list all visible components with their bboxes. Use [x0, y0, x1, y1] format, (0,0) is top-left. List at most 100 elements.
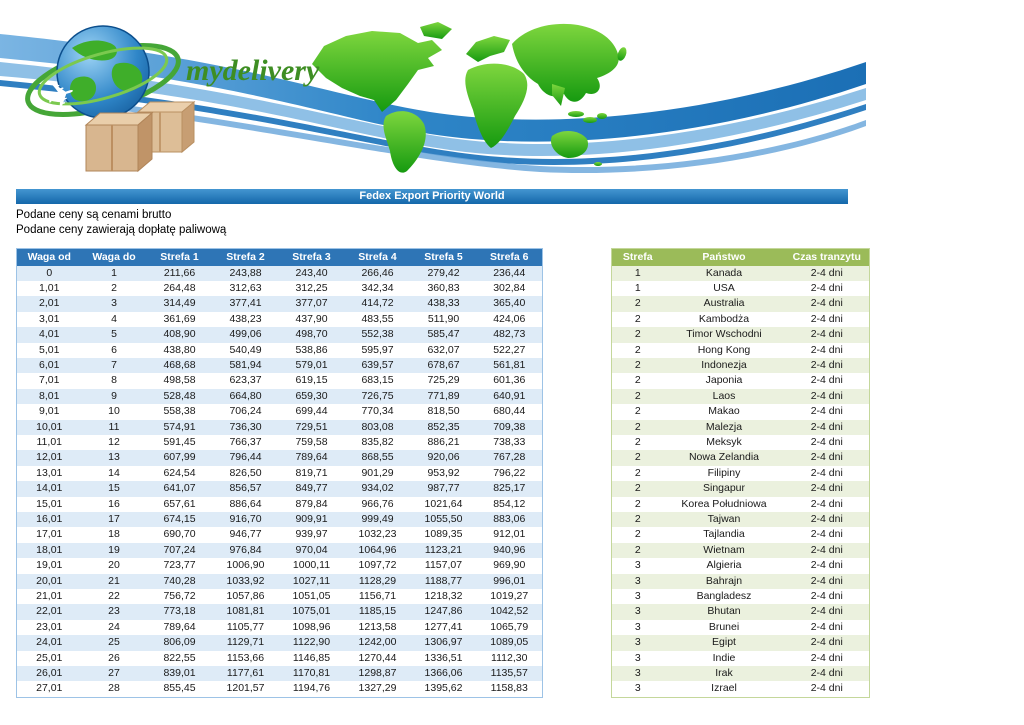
table-cell: 3 — [634, 682, 641, 695]
table-cell: 579,01 — [295, 358, 328, 371]
table-cell: 674,15 — [163, 513, 196, 525]
table-row: 2 Filipiny 2-4 dni — [612, 466, 870, 481]
table-cell: 21 — [108, 574, 120, 587]
table-cell: 2 — [634, 451, 641, 464]
table-cell: 365,40 — [493, 297, 526, 310]
table-cell: 789,64 — [163, 620, 196, 633]
table-cell: 1057,86 — [226, 590, 265, 603]
table-cell: 13,01 — [36, 466, 63, 479]
note-gross-prices: Podane ceny są cenami brutto — [16, 209, 172, 221]
table-row: 2 Singapur 2-4 dni — [611, 481, 870, 497]
table-cell: 1188,77 — [424, 574, 463, 587]
table-cell: 934,02 — [361, 482, 394, 495]
table-cell: 2-4 dni — [810, 513, 843, 525]
table-cell: 12,01 — [36, 451, 63, 464]
table-cell: 886,21 — [427, 435, 460, 448]
table-cell: 854,12 — [493, 497, 526, 510]
table-cell: 639,57 — [361, 358, 394, 371]
table-cell: Kambodża — [698, 312, 750, 325]
table-cell: Brunei — [708, 620, 740, 633]
table-cell: 1065,79 — [490, 620, 529, 633]
table-cell: 1027,11 — [292, 574, 331, 587]
table-cell: 1089,35 — [424, 528, 463, 541]
table-cell: 279,42 — [427, 266, 460, 279]
table-cell: Indonezja — [701, 358, 747, 371]
header-row: Strefa Państwo Czas tranzytu — [611, 248, 870, 266]
table-cell: 2-4 dni — [810, 605, 843, 618]
table-cell: 1327,29 — [358, 682, 397, 695]
table-cell: 826,50 — [229, 466, 262, 479]
table-cell: 1019,27 — [490, 590, 529, 603]
table-cell: 1,01 — [39, 281, 60, 294]
table-cell: USA — [713, 281, 735, 294]
table-row: 3 Indie 2-4 dni — [612, 651, 870, 666]
table-cell: 1194,76 — [292, 682, 331, 695]
table-row: 5,01 6 438,80 540,49 538,86 595,97 632,07 522,2… — [17, 343, 543, 358]
table-cell: 2-4 dni — [810, 528, 843, 541]
table-cell: 5,01 — [39, 343, 60, 356]
table-cell: 2 — [634, 343, 641, 356]
table-cell: 969,90 — [493, 559, 526, 572]
table-cell: 595,97 — [361, 343, 394, 356]
table-cell: 8 — [111, 374, 117, 387]
table-cell: 856,57 — [229, 482, 262, 495]
table-cell: 976,84 — [229, 543, 262, 556]
table-row: 3 Bangladesz 2-4 dni — [612, 589, 870, 604]
table-cell: 796,22 — [493, 466, 526, 479]
table-cell: 2 — [634, 297, 641, 310]
table-cell: 2-4 dni — [810, 374, 843, 387]
table-cell: 2-4 dni — [810, 636, 843, 649]
table-cell: 2-4 dni — [810, 343, 843, 356]
table-row: 3 Irak 2-4 dni — [611, 666, 870, 682]
table-cell: 729,51 — [295, 420, 328, 433]
table-cell: 1021,64 — [424, 497, 463, 510]
table-cell: 211,66 — [163, 266, 196, 279]
table-cell: 482,73 — [493, 328, 526, 341]
table-cell: 1064,96 — [358, 543, 397, 556]
table-cell: 1129,71 — [226, 636, 265, 649]
table-cell: 2 — [634, 389, 641, 402]
table-cell: 2-4 dni — [810, 358, 843, 371]
table-row: 18,01 19 707,24 976,84 970,04 1064,96 1123,21 9… — [16, 542, 543, 559]
table-cell: 855,45 — [163, 682, 196, 695]
table-cell: 1 — [111, 266, 117, 279]
table-cell: Bahrajn — [705, 574, 743, 587]
table-cell: 1081,81 — [226, 605, 265, 618]
table-cell: 2-4 dni — [810, 435, 843, 448]
table-cell: 766,37 — [229, 435, 262, 448]
table-row: 24,01 25 806,09 1129,71 1122,90 1242,00 1306,9… — [16, 635, 543, 651]
table-cell: 18 — [108, 528, 120, 541]
world-map-graphic — [312, 22, 627, 173]
table-cell: 558,38 — [163, 405, 196, 418]
table-cell: 946,77 — [229, 528, 262, 541]
table-cell: 987,77 — [427, 482, 460, 495]
table-row: 3 Egipt 2-4 dni — [611, 635, 870, 651]
table-cell: 1123,21 — [424, 543, 463, 556]
table-cell: Meksyk — [706, 435, 742, 448]
table-cell: 641,07 — [163, 482, 196, 495]
table-cell: 1098,96 — [292, 620, 331, 633]
table-cell: 6 — [111, 343, 117, 356]
table-cell: 3 — [634, 590, 641, 603]
table-cell: 819,71 — [295, 466, 328, 479]
table-cell: 738,33 — [493, 435, 526, 448]
table-cell: 996,01 — [493, 574, 526, 587]
table-cell: 1105,77 — [226, 620, 265, 633]
table-cell: 498,58 — [163, 374, 196, 387]
table-cell: 767,28 — [493, 451, 526, 464]
table-cell: 4,01 — [39, 328, 60, 341]
table-row: 2 Korea Południowa 2-4 dni — [612, 497, 870, 512]
table-cell: 499,06 — [229, 328, 262, 341]
table-cell: 3 — [634, 605, 641, 618]
table-cell: Tajlandia — [703, 528, 745, 541]
title-bar-label: Fedex Export Priority World — [359, 190, 505, 202]
table-cell: 773,18 — [163, 605, 196, 618]
table-cell: 377,07 — [295, 297, 328, 310]
table-cell: 789,64 — [295, 451, 328, 464]
table-cell: 0 — [46, 266, 53, 279]
table-cell: 632,07 — [427, 343, 460, 356]
table-row: 17,01 18 690,70 946,77 939,97 1032,23 1089,35 9… — [17, 527, 543, 542]
table-cell: 1395,62 — [424, 682, 463, 695]
table-cell: 2-4 dni — [810, 281, 843, 294]
table-cell: 23 — [108, 605, 120, 618]
